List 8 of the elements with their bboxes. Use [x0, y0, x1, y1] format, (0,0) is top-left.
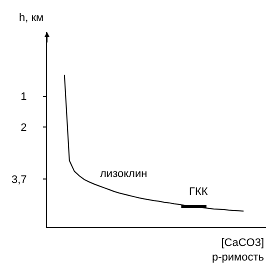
x-axis-title: [CaCO3] р-римость — [212, 237, 264, 264]
y-axis-title: h, км — [19, 12, 44, 24]
annotation: лизоклин — [100, 168, 148, 180]
line-series — [64, 74, 244, 212]
annotation: ГКК — [189, 186, 208, 198]
y-tick-label: 2 — [20, 122, 27, 134]
y-tick-label: 1 — [20, 91, 27, 104]
y-tick-label: 3,7 — [12, 174, 27, 186]
